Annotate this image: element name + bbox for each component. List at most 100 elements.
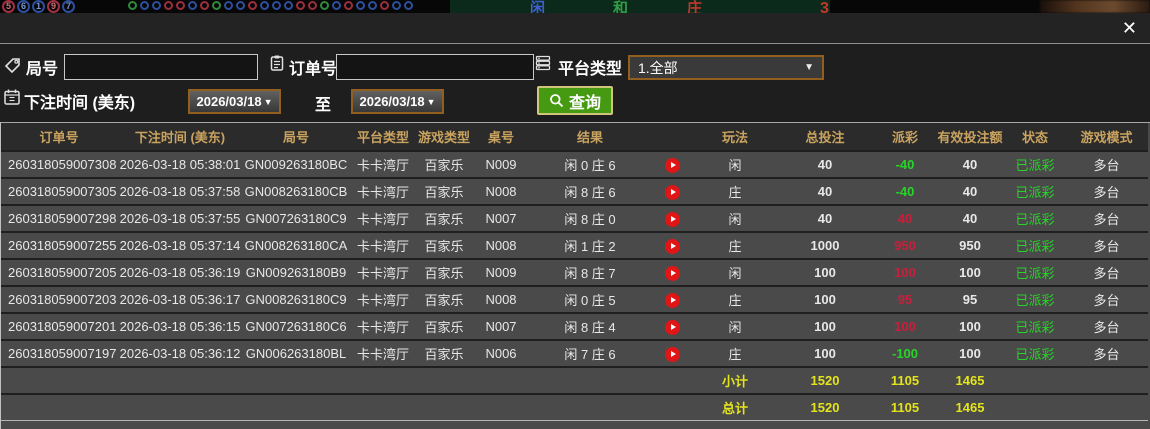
cell-round-number: GN007263180C9: [243, 204, 349, 232]
cell-status: 已派彩: [1005, 339, 1065, 367]
cell-play: 庄: [695, 339, 775, 367]
play-icon[interactable]: [664, 265, 680, 281]
table-row: 260318059007205 2026-03-18 05:36:19 GN00…: [1, 258, 1148, 286]
play-icon[interactable]: [664, 184, 680, 200]
cell-game-mode: 多台: [1065, 339, 1148, 367]
query-button-label: 查询: [569, 94, 602, 112]
roadmap-circle: 9: [47, 0, 60, 13]
to-label: 至: [315, 97, 332, 114]
table-row: 260318059007201 2026-03-18 05:36:15 GN00…: [1, 312, 1148, 340]
cell-result: 闲 8 庄 0: [531, 204, 649, 232]
cell-play: 闲: [695, 312, 775, 340]
cell-game-type: 百家乐: [417, 285, 471, 313]
roadmap-circle: 6: [17, 0, 30, 13]
cell-replay: [649, 285, 695, 313]
cell-order-number: 260318059007203: [1, 285, 117, 313]
platform-type-select[interactable]: 1.全部 ▼: [628, 55, 824, 80]
play-icon[interactable]: [664, 292, 680, 308]
cell-status: 已派彩: [1005, 204, 1065, 232]
date-to-value: 2026/03/18: [359, 94, 425, 109]
grand-total-valid-bet: 1465: [935, 393, 1005, 421]
cell-replay: [649, 150, 695, 178]
cell-order-number: 260318059007308: [1, 150, 117, 178]
cell-game-mode: 多台: [1065, 312, 1148, 340]
cell-game-type: 百家乐: [417, 258, 471, 286]
cell-round-number: GN009263180BC: [243, 150, 349, 178]
cell-bet-time: 2026-03-18 05:37:14: [117, 231, 243, 259]
table-row: 260318059007203 2026-03-18 05:36:17 GN00…: [1, 285, 1148, 313]
date-from-value: 2026/03/18: [196, 94, 262, 109]
header-result: 结果: [531, 123, 649, 151]
query-button[interactable]: 查询: [537, 86, 614, 115]
player-zone-label: 闲: [530, 0, 546, 13]
cell-status: 已派彩: [1005, 258, 1065, 286]
cell-result: 闲 8 庄 4: [531, 312, 649, 340]
cell-total-bet: 100: [775, 339, 875, 367]
cell-total-bet: 100: [775, 258, 875, 286]
cell-game-type: 百家乐: [417, 312, 471, 340]
bead-circle: [404, 1, 413, 10]
cell-result: 闲 8 庄 7: [531, 258, 649, 286]
bet-time-label: 下注时间 (美东): [24, 95, 136, 112]
header-valid-bet: 有效投注额: [935, 123, 1005, 151]
cell-payout: -40: [875, 177, 935, 205]
play-icon[interactable]: [664, 211, 680, 227]
roadmap-circle: 7: [62, 0, 75, 13]
cell-valid-bet: 100: [935, 258, 1005, 286]
header-total-bet: 总投注: [775, 123, 875, 151]
search-icon: [549, 93, 565, 109]
bead-circle: [200, 1, 209, 10]
cell-status: 已派彩: [1005, 150, 1065, 178]
cell-table-no: N008: [471, 231, 531, 259]
round-number-input[interactable]: [64, 54, 258, 80]
cell-bet-time: 2026-03-18 05:37:55: [117, 204, 243, 232]
cell-game-type: 百家乐: [417, 231, 471, 259]
cell-round-number: GN009263180B9: [243, 258, 349, 286]
bet-records-table: 订单号 下注时间 (美东) 局号 平台类型 游戏类型 桌号 结果 玩法 总投注 …: [1, 123, 1148, 421]
cell-table-no: N009: [471, 258, 531, 286]
cell-platform: 卡卡湾厅: [349, 231, 417, 259]
table-header-row: 订单号 下注时间 (美东) 局号 平台类型 游戏类型 桌号 结果 玩法 总投注 …: [1, 123, 1148, 151]
cell-round-number: GN007263180C6: [243, 312, 349, 340]
cell-order-number: 260318059007197: [1, 339, 117, 367]
bead-circle: [188, 1, 197, 10]
subtotal-row: 小计 1520 1105 1465: [1, 366, 1148, 394]
table-row: 260318059007197 2026-03-18 05:36:12 GN00…: [1, 339, 1148, 367]
cell-valid-bet: 95: [935, 285, 1005, 313]
cell-order-number: 260318059007305: [1, 177, 117, 205]
date-from-picker[interactable]: 2026/03/18 ▼: [188, 89, 281, 114]
header-status: 状态: [1005, 123, 1065, 151]
bead-circle: [356, 1, 365, 10]
play-icon[interactable]: [664, 157, 680, 173]
header-platform: 平台类型: [349, 123, 417, 151]
header-replay: [649, 123, 695, 151]
close-icon[interactable]: ✕: [1121, 18, 1137, 38]
chevron-down-icon: ▼: [263, 96, 273, 107]
cell-game-mode: 多台: [1065, 231, 1148, 259]
bet-records-table-area: 订单号 下注时间 (美东) 局号 平台类型 游戏类型 桌号 结果 玩法 总投注 …: [0, 122, 1150, 429]
cell-status: 已派彩: [1005, 231, 1065, 259]
cell-play: 庄: [695, 285, 775, 313]
subtotal-label: 小计: [695, 366, 775, 394]
cell-result: 闲 0 庄 5: [531, 285, 649, 313]
cell-play: 闲: [695, 204, 775, 232]
bead-circle: [344, 1, 353, 10]
play-icon[interactable]: [664, 319, 680, 335]
cell-play: 闲: [695, 150, 775, 178]
banker-zone-label: 庄: [687, 0, 703, 13]
subtotal-valid-bet: 1465: [935, 366, 1005, 394]
cell-payout: 100: [875, 312, 935, 340]
table-row: 260318059007298 2026-03-18 05:37:55 GN00…: [1, 204, 1148, 232]
play-icon[interactable]: [664, 238, 680, 254]
modal-titlebar: ✕: [0, 13, 1150, 44]
date-to-picker[interactable]: 2026/03/18 ▼: [351, 89, 444, 114]
bead-circle: [380, 1, 389, 10]
bead-circle: [320, 1, 329, 10]
chevron-down-icon: ▼: [426, 96, 436, 107]
cell-game-type: 百家乐: [417, 204, 471, 232]
cell-status: 已派彩: [1005, 312, 1065, 340]
bead-circle: [152, 1, 161, 10]
cell-payout: 40: [875, 204, 935, 232]
order-number-input[interactable]: [336, 54, 534, 80]
play-icon[interactable]: [664, 346, 680, 362]
